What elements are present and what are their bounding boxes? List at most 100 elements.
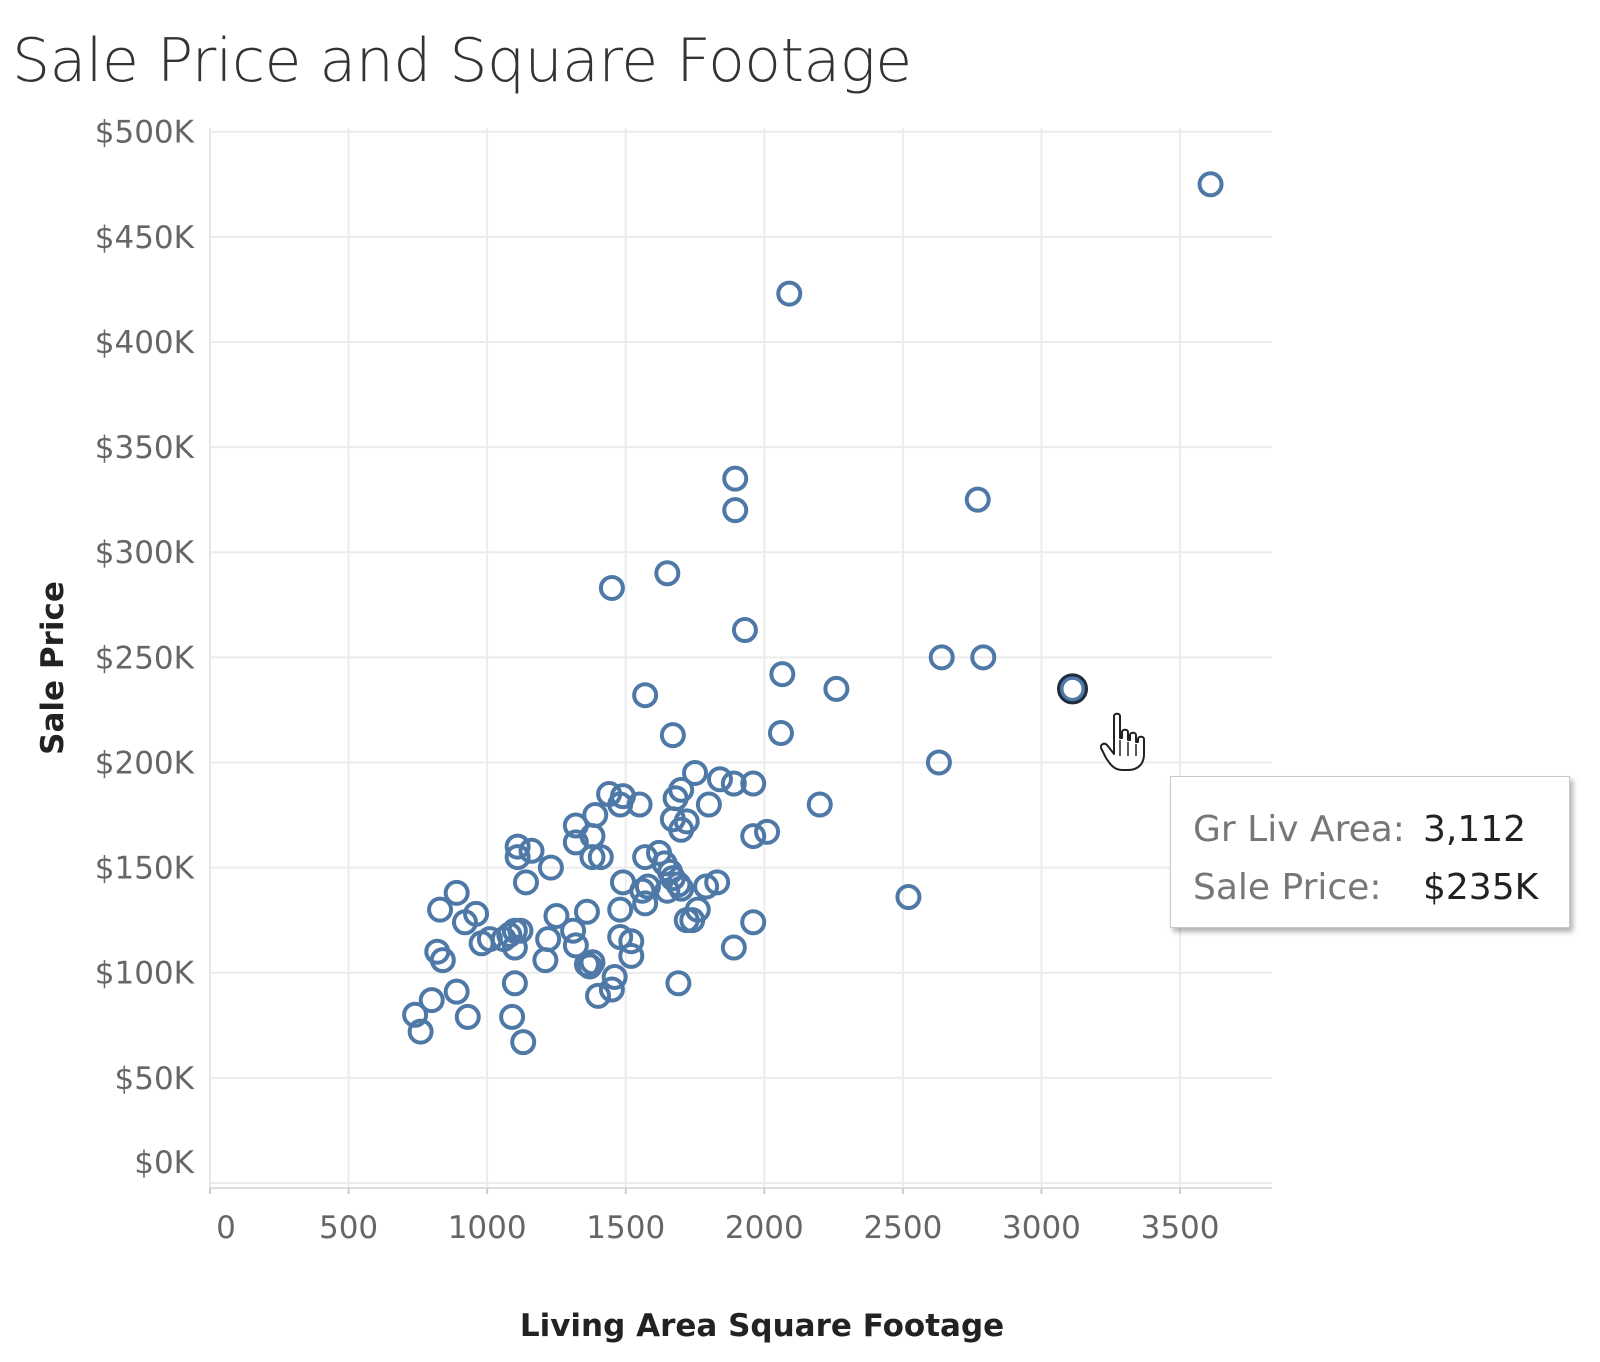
x-axis-tick-labels: 0 500 1000 1500 2000 2500 3000 3500 bbox=[216, 1210, 1219, 1246]
data-point[interactable] bbox=[767, 720, 794, 747]
data-point[interactable] bbox=[928, 644, 955, 671]
x-tick-label: 1000 bbox=[448, 1210, 527, 1246]
x-tick-label: 2500 bbox=[863, 1210, 942, 1246]
data-point[interactable] bbox=[601, 963, 628, 990]
data-point[interactable] bbox=[632, 682, 659, 709]
data-point[interactable] bbox=[504, 844, 531, 871]
data-point[interactable] bbox=[418, 987, 445, 1014]
data-point[interactable] bbox=[769, 661, 796, 688]
data-point[interactable] bbox=[607, 791, 634, 818]
axes bbox=[209, 128, 1272, 1194]
tooltip-price-value: $235K bbox=[1423, 867, 1539, 908]
tooltip: Gr Liv Area: 3,112 Sale Price: $235K bbox=[1170, 776, 1570, 928]
data-point[interactable] bbox=[618, 942, 645, 969]
data-point[interactable] bbox=[632, 890, 659, 917]
data-point[interactable] bbox=[510, 1029, 537, 1056]
data-point[interactable] bbox=[668, 816, 695, 843]
data-point[interactable] bbox=[754, 818, 781, 845]
data-point[interactable] bbox=[722, 465, 749, 492]
data-point[interactable] bbox=[629, 877, 656, 904]
x-tick-label: 0 bbox=[216, 1210, 236, 1246]
x-tick-label: 1500 bbox=[586, 1210, 665, 1246]
x-tick-label: 2000 bbox=[725, 1210, 804, 1246]
data-point[interactable] bbox=[731, 617, 758, 644]
data-point[interactable] bbox=[925, 749, 952, 776]
data-point[interactable] bbox=[1197, 171, 1224, 198]
data-point[interactable] bbox=[722, 497, 749, 524]
data-point[interactable] bbox=[607, 923, 634, 950]
data-point[interactable] bbox=[823, 675, 850, 702]
data-point[interactable] bbox=[562, 932, 589, 959]
data-point[interactable] bbox=[720, 770, 747, 797]
data-point[interactable] bbox=[562, 829, 589, 856]
data-point[interactable] bbox=[665, 970, 692, 997]
data-point[interactable] bbox=[695, 791, 722, 818]
y-axis-title: Sale Price bbox=[35, 581, 71, 755]
y-tick-label: $250K bbox=[95, 640, 195, 676]
data-point[interactable] bbox=[501, 970, 528, 997]
data-point-highlighted[interactable] bbox=[1059, 675, 1086, 702]
data-point[interactable] bbox=[720, 934, 747, 961]
data-point[interactable] bbox=[490, 926, 517, 953]
y-tick-label: $500K bbox=[95, 115, 195, 151]
data-point[interactable] bbox=[512, 869, 539, 896]
y-tick-label: $300K bbox=[95, 535, 195, 571]
data-point[interactable] bbox=[706, 766, 733, 793]
data-point[interactable] bbox=[504, 833, 531, 860]
tooltip-price-label: Sale Price: bbox=[1193, 867, 1382, 908]
data-point[interactable] bbox=[560, 917, 587, 944]
data-point[interactable] bbox=[585, 982, 612, 1009]
y-tick-label: $350K bbox=[95, 430, 195, 466]
data-point[interactable] bbox=[679, 907, 706, 934]
data-point[interactable] bbox=[654, 560, 681, 587]
y-tick-label: $200K bbox=[95, 745, 195, 781]
hand-pointer-icon bbox=[1099, 712, 1146, 776]
data-point[interactable] bbox=[543, 902, 570, 929]
x-tick-label: 3000 bbox=[1002, 1210, 1081, 1246]
data-point[interactable] bbox=[454, 1003, 481, 1030]
data-point[interactable] bbox=[970, 644, 997, 671]
data-point[interactable] bbox=[598, 574, 625, 601]
data-point[interactable] bbox=[537, 854, 564, 881]
chart-title: Sale Price and Square Footage bbox=[12, 26, 912, 96]
data-point[interactable] bbox=[654, 877, 681, 904]
data-point[interactable] bbox=[499, 1003, 526, 1030]
data-point[interactable] bbox=[626, 791, 653, 818]
data-point[interactable] bbox=[740, 770, 767, 797]
data-point[interactable] bbox=[451, 909, 478, 936]
data-point[interactable] bbox=[704, 869, 731, 896]
data-point[interactable] bbox=[587, 844, 614, 871]
data-point[interactable] bbox=[443, 879, 470, 906]
data-point[interactable] bbox=[895, 884, 922, 911]
data-point[interactable] bbox=[806, 791, 833, 818]
data-point[interactable] bbox=[518, 837, 545, 864]
data-point[interactable] bbox=[740, 909, 767, 936]
data-point[interactable] bbox=[443, 978, 470, 1005]
data-point[interactable] bbox=[693, 873, 720, 900]
data-point[interactable] bbox=[532, 947, 559, 974]
data-point[interactable] bbox=[618, 928, 645, 955]
data-point[interactable] bbox=[776, 280, 803, 307]
data-point[interactable] bbox=[407, 1018, 434, 1045]
data-point[interactable] bbox=[607, 896, 634, 923]
tooltip-row-area: Gr Liv Area: 3,112 bbox=[1193, 801, 1569, 859]
data-point[interactable] bbox=[668, 875, 695, 902]
data-point[interactable] bbox=[579, 844, 606, 871]
data-point[interactable] bbox=[964, 486, 991, 513]
data-point[interactable] bbox=[682, 759, 709, 786]
data-point[interactable] bbox=[427, 896, 454, 923]
y-axis-tick-labels: $0K $50K $100K $150K $200K $250K $300K $350K $40… bbox=[95, 115, 195, 1181]
data-point[interactable] bbox=[535, 926, 562, 953]
data-point[interactable] bbox=[429, 947, 456, 974]
data-point[interactable] bbox=[582, 802, 609, 829]
tooltip-area-value: 3,112 bbox=[1423, 809, 1527, 850]
y-tick-label: $450K bbox=[95, 220, 195, 256]
data-point[interactable] bbox=[573, 898, 600, 925]
data-point[interactable] bbox=[740, 823, 767, 850]
data-points[interactable] bbox=[402, 171, 1224, 1056]
data-point[interactable] bbox=[402, 1001, 429, 1028]
data-point[interactable] bbox=[598, 976, 625, 1003]
data-point[interactable] bbox=[659, 722, 686, 749]
data-point[interactable] bbox=[573, 951, 600, 978]
